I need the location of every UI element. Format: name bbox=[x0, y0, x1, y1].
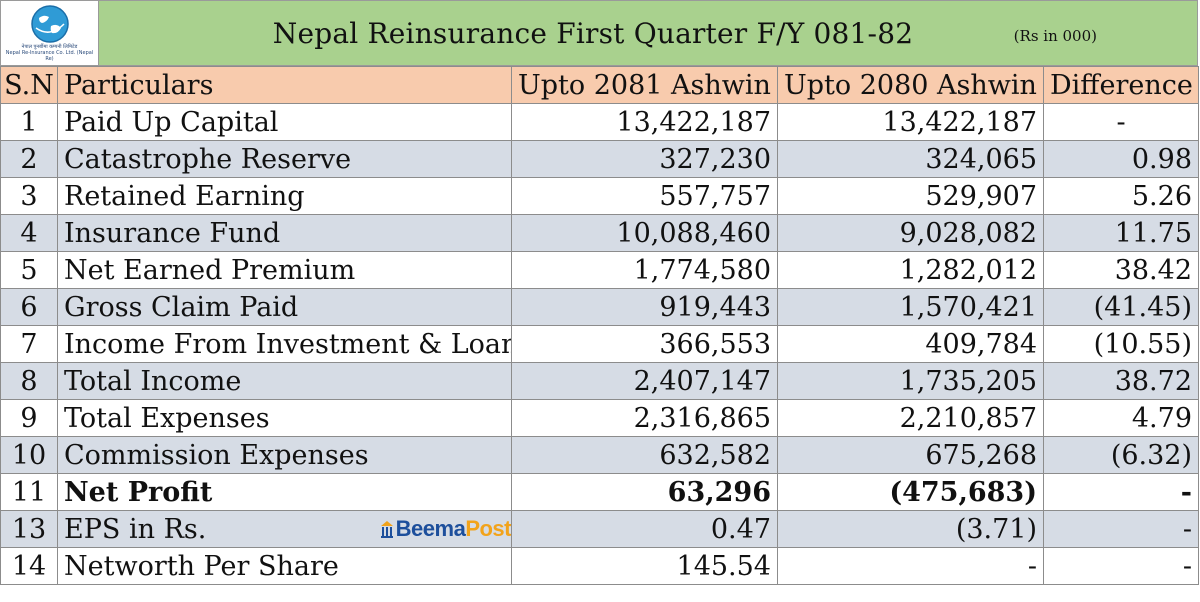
cell-previous: 2,210,857 bbox=[777, 399, 1044, 437]
table-row: 2 Catastrophe Reserve 327,230 324,065 0.… bbox=[0, 140, 1199, 178]
cell-difference: 4.79 bbox=[1043, 399, 1199, 437]
table-row: 8 Total Income 2,407,147 1,735,205 38.72 bbox=[0, 362, 1199, 400]
table-row: 3 Retained Earning 557,757 529,907 5.26 bbox=[0, 177, 1199, 215]
cell-difference: - bbox=[1043, 103, 1199, 141]
watermark-part-2: Post bbox=[465, 516, 511, 541]
cell-sn: 13 bbox=[0, 510, 58, 548]
cell-previous: 1,570,421 bbox=[777, 288, 1044, 326]
col-header-difference: Difference bbox=[1043, 66, 1199, 104]
cell-difference: 38.72 bbox=[1043, 362, 1199, 400]
cell-previous: 1,282,012 bbox=[777, 251, 1044, 289]
cell-difference: 11.75 bbox=[1043, 214, 1199, 252]
table-row-net-profit: 11 Net Profit 63,296 (475,683) - bbox=[0, 473, 1199, 511]
watermark-part-1: Beema bbox=[395, 516, 466, 541]
cell-difference: 38.42 bbox=[1043, 251, 1199, 289]
title-row: नेपाल पुनर्बीमा कम्पनी लिमिटेड Nepal Re-… bbox=[0, 0, 1198, 66]
table-row: 14 Networth Per Share 145.54 - - bbox=[0, 547, 1199, 585]
cell-sn: 6 bbox=[0, 288, 58, 326]
cell-current: 327,230 bbox=[511, 140, 778, 178]
cell-particular: Gross Claim Paid bbox=[57, 288, 512, 326]
cell-particular: Total Expenses bbox=[57, 399, 512, 437]
company-logo: नेपाल पुनर्बीमा कम्पनी लिमिटेड Nepal Re-… bbox=[1, 1, 99, 65]
cell-current: 13,422,187 bbox=[511, 103, 778, 141]
table-row: 9 Total Expenses 2,316,865 2,210,857 4.7… bbox=[0, 399, 1199, 437]
table-row: 7 Income From Investment & Loan 366,553 … bbox=[0, 325, 1199, 363]
cell-previous: (475,683) bbox=[777, 473, 1044, 511]
cell-previous: 9,028,082 bbox=[777, 214, 1044, 252]
page-title: Nepal Reinsurance First Quarter F/Y 081-… bbox=[272, 16, 914, 50]
cell-current: 2,407,147 bbox=[511, 362, 778, 400]
beemapost-watermark: Beema Post bbox=[380, 516, 511, 542]
cell-previous: 675,268 bbox=[777, 436, 1044, 474]
globe-logo-icon bbox=[30, 5, 69, 43]
col-header-sn: S.N bbox=[0, 66, 58, 104]
cell-difference: - bbox=[1043, 547, 1199, 585]
cell-particular: Income From Investment & Loan bbox=[57, 325, 512, 363]
cell-sn: 3 bbox=[0, 177, 58, 215]
cell-current: 0.47 bbox=[511, 510, 778, 548]
cell-sn: 8 bbox=[0, 362, 58, 400]
cell-sn: 4 bbox=[0, 214, 58, 252]
cell-particular: Retained Earning bbox=[57, 177, 512, 215]
cell-difference: - bbox=[1043, 473, 1199, 511]
financial-table: S.N Particulars Upto 2081 Ashwin Upto 20… bbox=[0, 66, 1199, 585]
cell-current: 919,443 bbox=[511, 288, 778, 326]
cell-current: 557,757 bbox=[511, 177, 778, 215]
cell-sn: 14 bbox=[0, 547, 58, 585]
col-header-particulars: Particulars bbox=[57, 66, 512, 104]
cell-previous: 324,065 bbox=[777, 140, 1044, 178]
cell-particular: Total Income bbox=[57, 362, 512, 400]
cell-sn: 7 bbox=[0, 325, 58, 363]
cell-current: 366,553 bbox=[511, 325, 778, 363]
cell-difference: (6.32) bbox=[1043, 436, 1199, 474]
cell-particular: EPS in Rs. bbox=[64, 513, 207, 545]
cell-current: 1,774,580 bbox=[511, 251, 778, 289]
cell-difference: (41.45) bbox=[1043, 288, 1199, 326]
table-row: 6 Gross Claim Paid 919,443 1,570,421 (41… bbox=[0, 288, 1199, 326]
cell-previous: (3.71) bbox=[777, 510, 1044, 548]
cell-current: 63,296 bbox=[511, 473, 778, 511]
cell-particular-eps: EPS in Rs. Beema Post bbox=[57, 510, 512, 548]
cell-particular: Insurance Fund bbox=[57, 214, 512, 252]
table-row: 1 Paid Up Capital 13,422,187 13,422,187 … bbox=[0, 103, 1199, 141]
table-row: 5 Net Earned Premium 1,774,580 1,282,012… bbox=[0, 251, 1199, 289]
cell-particular: Net Profit bbox=[57, 473, 512, 511]
cell-previous: - bbox=[777, 547, 1044, 585]
table-row: 10 Commission Expenses 632,582 675,268 (… bbox=[0, 436, 1199, 474]
cell-previous: 13,422,187 bbox=[777, 103, 1044, 141]
cell-current: 10,088,460 bbox=[511, 214, 778, 252]
cell-current: 632,582 bbox=[511, 436, 778, 474]
title-cell: Nepal Reinsurance First Quarter F/Y 081-… bbox=[99, 1, 1197, 65]
logo-caption-english: Nepal Re-Insurance Co. Ltd. (Nepal Re) bbox=[5, 50, 94, 62]
cell-previous: 409,784 bbox=[777, 325, 1044, 363]
cell-particular: Commission Expenses bbox=[57, 436, 512, 474]
cell-difference: 5.26 bbox=[1043, 177, 1199, 215]
cell-difference: (10.55) bbox=[1043, 325, 1199, 363]
table-header-row: S.N Particulars Upto 2081 Ashwin Upto 20… bbox=[0, 66, 1199, 104]
cell-difference: 0.98 bbox=[1043, 140, 1199, 178]
cell-sn: 9 bbox=[0, 399, 58, 437]
cell-sn: 1 bbox=[0, 103, 58, 141]
cell-particular: Paid Up Capital bbox=[57, 103, 512, 141]
cell-previous: 1,735,205 bbox=[777, 362, 1044, 400]
table-row: 13 EPS in Rs. Beema Post 0.47 bbox=[0, 510, 1199, 548]
units-note: (Rs in 000) bbox=[1013, 27, 1097, 45]
cell-particular: Catastrophe Reserve bbox=[57, 140, 512, 178]
cell-sn: 2 bbox=[0, 140, 58, 178]
building-icon bbox=[380, 521, 393, 538]
col-header-current: Upto 2081 Ashwin bbox=[511, 66, 778, 104]
col-header-previous: Upto 2080 Ashwin bbox=[777, 66, 1044, 104]
cell-sn: 10 bbox=[0, 436, 58, 474]
cell-difference: - bbox=[1043, 510, 1199, 548]
table-row: 4 Insurance Fund 10,088,460 9,028,082 11… bbox=[0, 214, 1199, 252]
cell-particular: Net Earned Premium bbox=[57, 251, 512, 289]
cell-sn: 11 bbox=[0, 473, 58, 511]
cell-sn: 5 bbox=[0, 251, 58, 289]
logo-caption-nepali: नेपाल पुनर्बीमा कम्पनी लिमिटेड bbox=[21, 44, 78, 50]
cell-current: 145.54 bbox=[511, 547, 778, 585]
cell-previous: 529,907 bbox=[777, 177, 1044, 215]
cell-particular: Networth Per Share bbox=[57, 547, 512, 585]
cell-current: 2,316,865 bbox=[511, 399, 778, 437]
